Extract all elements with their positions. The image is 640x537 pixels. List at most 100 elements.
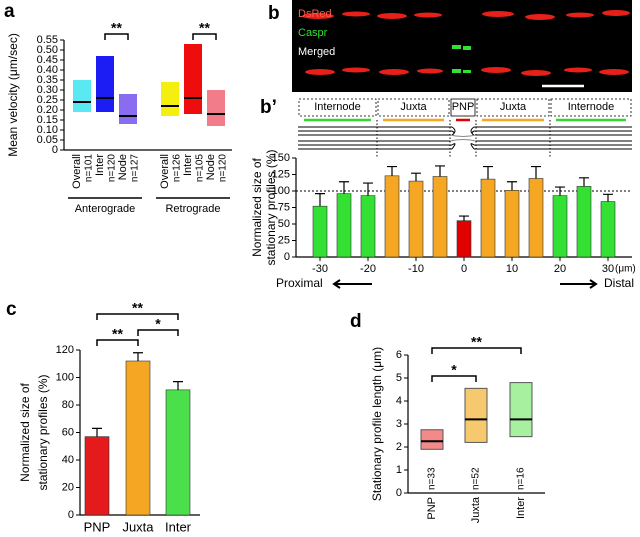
y-tick-label: 0.45 bbox=[37, 54, 58, 66]
bar bbox=[125, 360, 151, 516]
region-label: Internode bbox=[314, 101, 360, 113]
count-label: n=16 bbox=[516, 467, 527, 490]
bar bbox=[312, 205, 328, 258]
range-box bbox=[119, 94, 137, 124]
y-tick-label: 1 bbox=[396, 464, 402, 476]
y-tick-label: 0.05 bbox=[37, 134, 58, 146]
channel-label: Caspr bbox=[298, 27, 328, 39]
x-tick-label: 30 bbox=[602, 263, 614, 275]
count-label: n=120 bbox=[107, 154, 118, 183]
region-box bbox=[377, 98, 450, 117]
y-tick-label: 50 bbox=[278, 218, 290, 230]
y-tick-label: 25 bbox=[278, 234, 290, 246]
y-axis-label: Mean velocity (μm/sec) bbox=[6, 33, 20, 157]
x-tick-label: 20 bbox=[554, 263, 566, 275]
direction-label: Distal bbox=[604, 276, 634, 290]
category-label: Overall bbox=[71, 154, 83, 189]
significance-bracket bbox=[137, 329, 179, 336]
direction-arrow bbox=[332, 279, 372, 289]
error-bar bbox=[173, 381, 183, 390]
category-label: Juxta bbox=[470, 496, 482, 523]
y-tick-label: 40 bbox=[62, 454, 74, 466]
y-tick-label: 2 bbox=[396, 441, 402, 453]
range-box bbox=[184, 44, 202, 114]
count-label: n=101 bbox=[84, 154, 95, 183]
category-label: PNP bbox=[426, 497, 438, 520]
bar bbox=[432, 176, 448, 258]
y-tick-label: 75 bbox=[278, 201, 290, 213]
bar bbox=[336, 193, 352, 258]
y-tick-label: 0.25 bbox=[37, 94, 58, 106]
group-label: Anterograde bbox=[75, 203, 136, 215]
region-box bbox=[450, 98, 476, 117]
significance-bracket bbox=[431, 375, 477, 382]
error-bar bbox=[133, 352, 143, 361]
count-label: n=105 bbox=[195, 154, 206, 183]
category-label: Inter bbox=[515, 497, 527, 519]
y-tick-label: 0 bbox=[52, 144, 58, 156]
category-label: Node bbox=[117, 154, 129, 180]
error-bar bbox=[92, 427, 102, 437]
category-label: Node bbox=[205, 154, 217, 180]
significance-label: ** bbox=[132, 300, 143, 316]
y-tick-label: 0.55 bbox=[37, 34, 58, 46]
panel-label: d bbox=[350, 311, 362, 332]
x-tick-label: Juxta bbox=[122, 519, 154, 534]
y-tick-label: 0.35 bbox=[37, 74, 58, 86]
significance-label: ** bbox=[199, 20, 210, 36]
x-tick-label: -30 bbox=[312, 263, 328, 275]
error-bar bbox=[315, 193, 325, 207]
count-label: n=33 bbox=[427, 467, 438, 490]
significance-label: ** bbox=[471, 334, 482, 350]
significance-label: * bbox=[451, 362, 457, 378]
bar bbox=[528, 178, 544, 258]
group-label: Retrograde bbox=[165, 203, 220, 215]
region-box bbox=[476, 98, 550, 117]
range-box bbox=[464, 387, 488, 443]
region-label: Internode bbox=[568, 101, 614, 113]
y-tick-label: 60 bbox=[62, 426, 74, 438]
channel-label: Merged bbox=[298, 46, 335, 58]
significance-label: ** bbox=[112, 326, 123, 342]
y-tick-label: 0.50 bbox=[37, 44, 58, 56]
error-bar bbox=[459, 215, 469, 221]
significance-bracket bbox=[104, 33, 129, 40]
bar bbox=[552, 195, 568, 258]
error-bar bbox=[411, 172, 421, 182]
y-axis-label: stationary profiles (%) bbox=[36, 374, 50, 490]
bar bbox=[576, 186, 592, 258]
error-bar bbox=[531, 165, 541, 179]
count-label: n=127 bbox=[130, 154, 141, 183]
range-box bbox=[73, 80, 91, 112]
bar bbox=[84, 436, 110, 516]
bar bbox=[504, 190, 520, 258]
y-tick-label: 0.20 bbox=[37, 104, 58, 116]
panel-label: a bbox=[4, 1, 15, 22]
bar bbox=[600, 201, 616, 258]
x-tick-label: Inter bbox=[165, 519, 192, 534]
significance-bracket bbox=[96, 339, 139, 346]
region-label: Juxta bbox=[400, 101, 427, 113]
significance-bracket bbox=[431, 347, 522, 354]
direction-arrow bbox=[560, 279, 598, 289]
y-tick-label: 100 bbox=[56, 371, 74, 383]
error-bar bbox=[339, 181, 349, 194]
y-tick-label: 0 bbox=[284, 251, 290, 263]
significance-bracket bbox=[192, 33, 217, 40]
direction-label: Proximal bbox=[276, 276, 323, 290]
y-tick-label: 0.30 bbox=[37, 84, 58, 96]
bar bbox=[480, 178, 496, 258]
y-tick-label: 0.10 bbox=[37, 124, 58, 136]
x-axis-label: (μm) bbox=[615, 264, 636, 275]
y-tick-label: 3 bbox=[396, 418, 402, 430]
region-box bbox=[550, 98, 632, 117]
red-fibers bbox=[302, 10, 630, 76]
error-bar bbox=[603, 193, 613, 202]
range-box bbox=[420, 429, 444, 450]
range-box bbox=[509, 382, 533, 438]
micrograph: b DsRed Caspr Merged bbox=[268, 0, 632, 92]
category-label: Inter bbox=[94, 154, 106, 176]
x-tick-label: -10 bbox=[408, 263, 424, 275]
count-label: n=120 bbox=[218, 154, 229, 183]
